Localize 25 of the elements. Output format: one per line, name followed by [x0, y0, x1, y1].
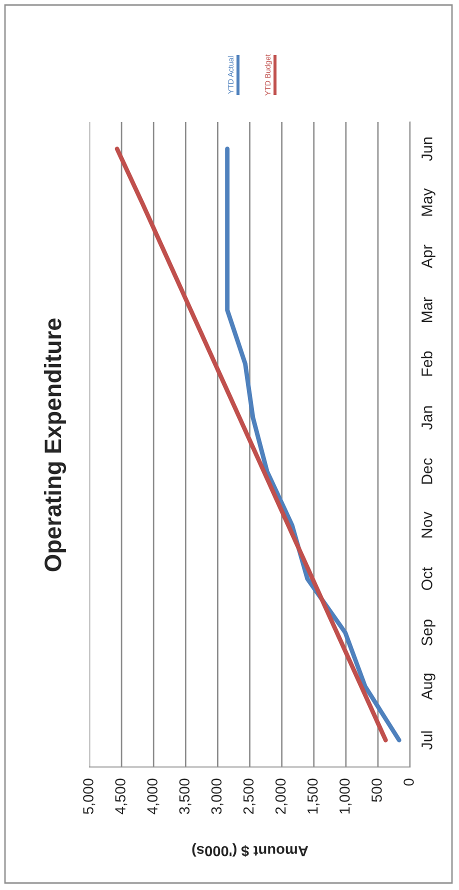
- x-tick-label: 4,000: [147, 778, 160, 814]
- x-tick-label: 500: [372, 778, 382, 802]
- y-tick-label: Jun: [422, 138, 432, 161]
- x-tick-label: 3,500: [179, 778, 192, 814]
- y-tick-label: Jan: [422, 406, 432, 430]
- x-tick-label: 2,500: [243, 778, 256, 814]
- x-tick-label: 0: [404, 778, 414, 786]
- y-tick-label: Nov: [422, 512, 432, 538]
- y-tick-label: Apr: [422, 244, 436, 268]
- x-axis-title: Amount $ ('000s): [192, 843, 308, 857]
- y-tick-label: Oct: [422, 567, 432, 590]
- x-tick-label: 2,000: [275, 778, 288, 814]
- text: Operating Expenditure: [44, 318, 66, 572]
- x-tick-label: 1,500: [307, 778, 320, 814]
- x-tick-label: 3,000: [211, 778, 224, 814]
- x-tick-label: 5,000: [83, 778, 96, 814]
- y-tick-label: Aug: [422, 674, 436, 700]
- y-tick-label: Sep: [422, 620, 436, 646]
- y-tick-label: May: [422, 188, 436, 216]
- y-tick-label: Mar: [422, 297, 432, 322]
- y-tick-label: Jul: [421, 731, 432, 750]
- x-tick-label: 1,000: [339, 778, 352, 814]
- y-tick-label: Feb: [421, 351, 432, 376]
- x-tick-label: 4,500: [115, 778, 128, 814]
- y-tick-label: Dec: [422, 458, 432, 484]
